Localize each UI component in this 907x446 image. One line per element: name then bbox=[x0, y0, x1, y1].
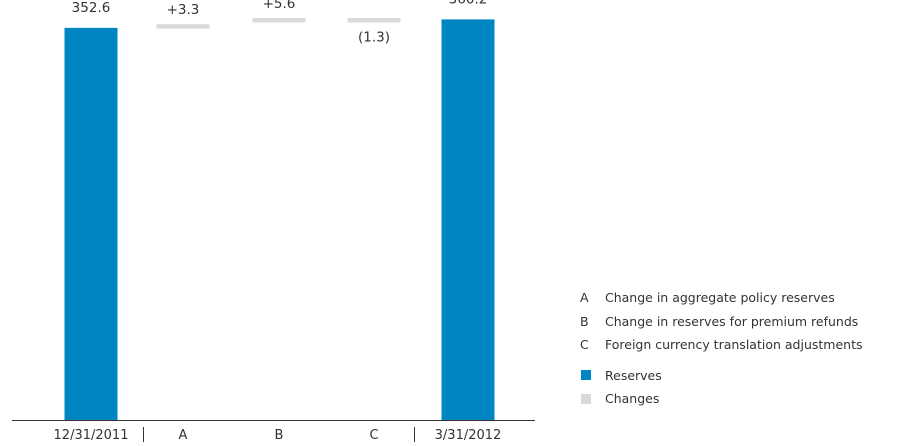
legend-item-changes: Changes bbox=[580, 387, 862, 411]
data-label-3-31-2012: 360.2 bbox=[449, 0, 488, 7]
tick-label-12-31-2011: 12/31/2011 bbox=[54, 428, 129, 443]
legend-item-reserves: Reserves bbox=[580, 364, 862, 388]
legend-swatch-changes bbox=[581, 393, 591, 404]
bar-change-b bbox=[252, 17, 306, 23]
tick-label-b: B bbox=[275, 428, 284, 443]
key-letter-a: A bbox=[580, 290, 589, 306]
key-letter-b: B bbox=[580, 313, 589, 329]
key-text-b: Change in reserves for premium refunds bbox=[605, 313, 859, 329]
tick-label-3-31-2012: 3/31/2012 bbox=[435, 428, 502, 443]
bar-change-c bbox=[347, 17, 401, 23]
key-text-a: Change in aggregate policy reserves bbox=[605, 290, 835, 306]
key-row-a: A Change in aggregate policy reserves bbox=[580, 286, 862, 310]
bar-12-31-2011 bbox=[64, 27, 118, 420]
legend-swatch-reserves bbox=[581, 370, 591, 381]
bar-change-a bbox=[156, 24, 210, 29]
data-label-12-31-2011: 352.6 bbox=[72, 0, 111, 16]
key-letter-c: C bbox=[580, 337, 589, 353]
key-text-c: Foreign currency translation adjustments bbox=[605, 337, 863, 353]
chart-legend: A Change in aggregate policy reserves B … bbox=[580, 286, 862, 411]
data-label-c: (1.3) bbox=[358, 29, 390, 45]
key-row-c: C Foreign currency translation adjustmen… bbox=[580, 333, 862, 357]
legend-label-reserves: Reserves bbox=[605, 367, 662, 383]
bar-3-31-2012 bbox=[441, 19, 495, 420]
legend-label-changes: Changes bbox=[605, 391, 660, 407]
data-label-b: +5.6 bbox=[263, 0, 296, 12]
tick-label-c: C bbox=[369, 428, 378, 443]
key-row-b: B Change in reserves for premium refunds bbox=[580, 310, 862, 334]
data-label-a: +3.3 bbox=[167, 2, 200, 18]
tick-label-a: A bbox=[179, 428, 188, 443]
